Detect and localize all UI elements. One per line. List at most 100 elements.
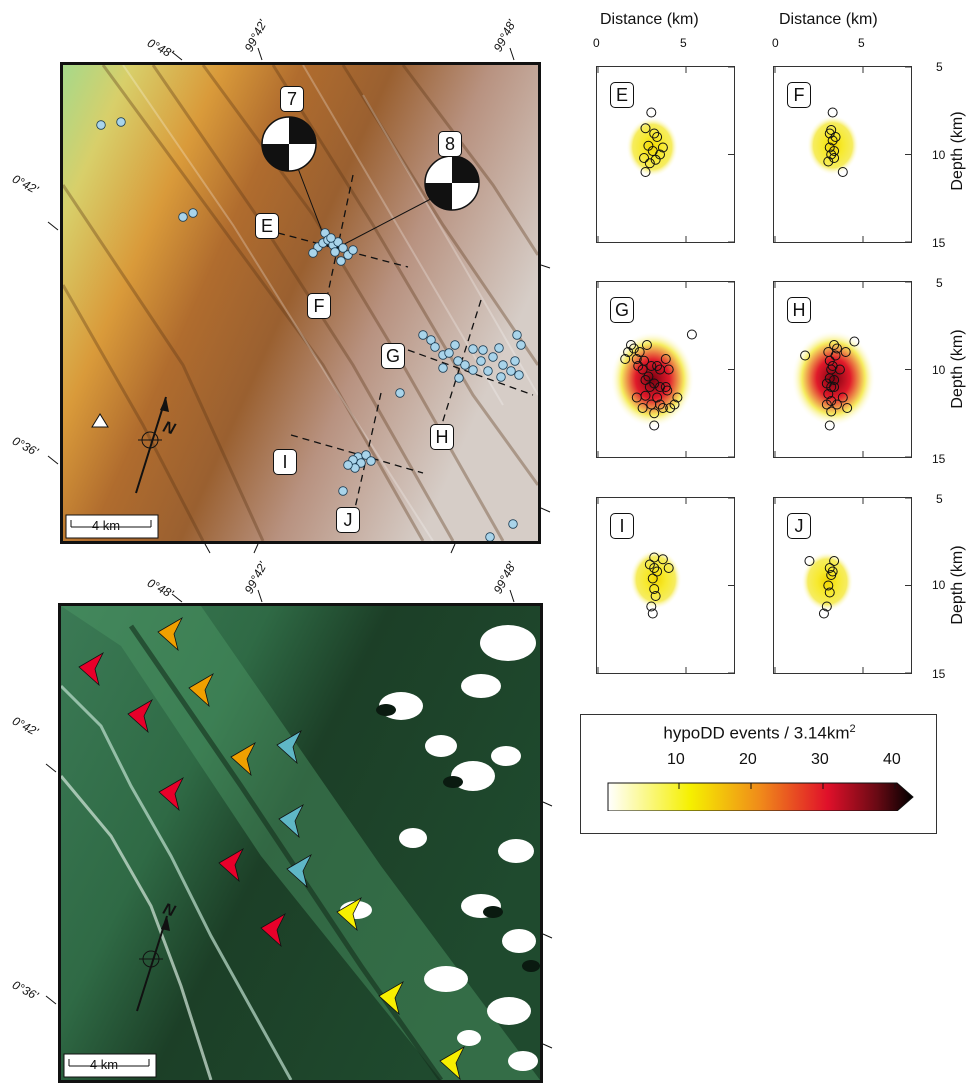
- y-tick-15-r3: 15: [932, 667, 946, 681]
- hypocenter: [641, 340, 652, 350]
- north-arrow-icon: [135, 396, 169, 494]
- panel-label-g: G: [610, 297, 634, 323]
- earthquake-event: [326, 233, 336, 243]
- focal-mechanism-8: [424, 155, 480, 211]
- hypocenter: [834, 364, 845, 375]
- lineament-arrow-icon: [378, 980, 404, 1016]
- lineament-arrow-icon: [230, 741, 256, 777]
- hypocenter: [652, 566, 663, 577]
- earthquake-event: [333, 237, 343, 247]
- hypocenter: [628, 343, 639, 354]
- panel-label-h: H: [787, 297, 811, 323]
- scale-label: 4 km: [91, 518, 121, 533]
- earthquake-event: [330, 247, 340, 257]
- hypocenter: [830, 132, 841, 142]
- lineament-arrow-icon: [276, 729, 302, 765]
- top-map-ticks: [47, 47, 551, 554]
- earthquake-event: [395, 388, 405, 398]
- hypocenter: [640, 375, 651, 385]
- hypocenter: [649, 408, 660, 419]
- legend-tick-10: 10: [667, 751, 685, 768]
- earthquake-event: [488, 352, 498, 362]
- hypocenter: [823, 580, 834, 591]
- hypocenter: [823, 389, 834, 399]
- earthquake-event: [476, 356, 486, 366]
- hypocenter: [639, 153, 650, 163]
- x-tick-5-right: 5: [858, 36, 865, 50]
- legend-title: hypoDD events / 3.14km2: [581, 723, 938, 744]
- earthquake-event: [494, 343, 504, 353]
- hypocenter: [800, 350, 811, 361]
- y-axis-title-r3: Depth (km): [949, 545, 966, 625]
- hypocenter: [644, 382, 655, 392]
- hypocenter: [652, 392, 663, 403]
- hypocenter: [620, 354, 631, 364]
- y-tick-10-r2: 10: [932, 363, 946, 377]
- profile-label-e: E: [255, 213, 279, 239]
- hypocenter: [842, 403, 853, 413]
- cross-section-panel-i: [596, 497, 735, 674]
- hypocenter: [826, 570, 837, 580]
- north-arrow-icon: [136, 915, 170, 1012]
- hypocenter: [649, 128, 660, 139]
- earthquake-event: [454, 373, 464, 383]
- earthquake-event: [336, 256, 346, 266]
- y-axis-title-r2: Depth (km): [949, 329, 966, 409]
- lineament-arrow-icon: [218, 847, 244, 883]
- colorbar: [607, 782, 914, 811]
- y-tick-10-r1: 10: [932, 148, 946, 162]
- hypocenter: [644, 158, 655, 169]
- earthquake-event: [516, 340, 526, 350]
- hypocenter: [663, 563, 674, 573]
- legend-title-text: hypoDD events / 3.14km: [663, 723, 850, 743]
- x-tick-5-left: 5: [680, 36, 687, 50]
- hypocenter: [826, 149, 837, 160]
- hypocenter: [637, 403, 648, 413]
- earthquake-event: [453, 356, 463, 366]
- profile-label-g: G: [381, 343, 405, 369]
- hypocenter: [824, 563, 835, 573]
- profile-label-h: H: [430, 424, 454, 450]
- hypocenter: [650, 154, 661, 165]
- y-tick-15-r2: 15: [932, 452, 946, 466]
- x-tick-0-left: 0: [593, 36, 600, 50]
- panel-label-i: I: [610, 513, 634, 539]
- hypocenter: [649, 420, 660, 431]
- hypocenter: [829, 556, 840, 566]
- hypocenter: [832, 343, 842, 354]
- hypocenter: [631, 354, 642, 364]
- panel-label-j: J: [787, 513, 811, 539]
- topography-image: [63, 65, 538, 541]
- hypocenter: [631, 392, 642, 403]
- hypocenter: [649, 584, 660, 594]
- earthquake-event: [426, 335, 436, 345]
- earthquake-event: [116, 117, 126, 127]
- hypocenter: [821, 601, 832, 612]
- y-axis-title-r1: Depth (km): [949, 111, 966, 191]
- hypocenter: [829, 153, 840, 163]
- earthquake-event: [366, 456, 376, 466]
- cross-section-panel-f: [773, 66, 912, 243]
- profile-label-j: J: [336, 507, 360, 533]
- earthquake-event: [430, 342, 440, 352]
- hypocenter: [640, 167, 651, 177]
- y-tick-5-r2: 5: [936, 276, 943, 290]
- earthquake-event: [496, 372, 506, 382]
- hypocenter: [640, 123, 651, 134]
- hypocenter: [655, 364, 665, 375]
- satellite-map: [58, 603, 543, 1083]
- hypocenter: [639, 355, 650, 366]
- earthquake-event: [450, 340, 460, 350]
- hypocenter: [665, 403, 676, 413]
- hypocenter: [824, 420, 835, 431]
- earthquake-event: [468, 344, 478, 354]
- lineament-arrow-icon: [78, 651, 104, 687]
- lineament-arrow-icon: [286, 853, 312, 889]
- earthquake-event: [418, 330, 428, 340]
- legend-tick-40: 40: [883, 751, 901, 768]
- hypocenter: [826, 396, 837, 406]
- hypocenter: [837, 167, 848, 177]
- hypocenter: [660, 354, 671, 364]
- focal-label-7: 7: [280, 86, 304, 112]
- hypocenter: [824, 587, 835, 598]
